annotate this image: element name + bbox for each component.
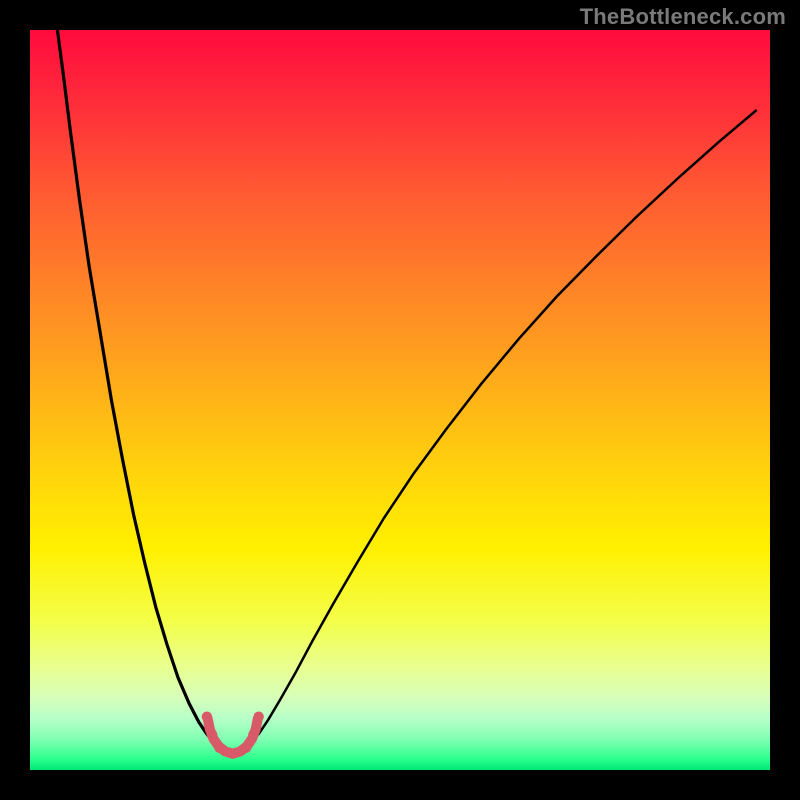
- chart-background: [30, 30, 770, 770]
- chart-container: [30, 30, 770, 770]
- watermark-text: TheBottleneck.com: [580, 4, 786, 30]
- bottleneck-chart: [30, 30, 770, 770]
